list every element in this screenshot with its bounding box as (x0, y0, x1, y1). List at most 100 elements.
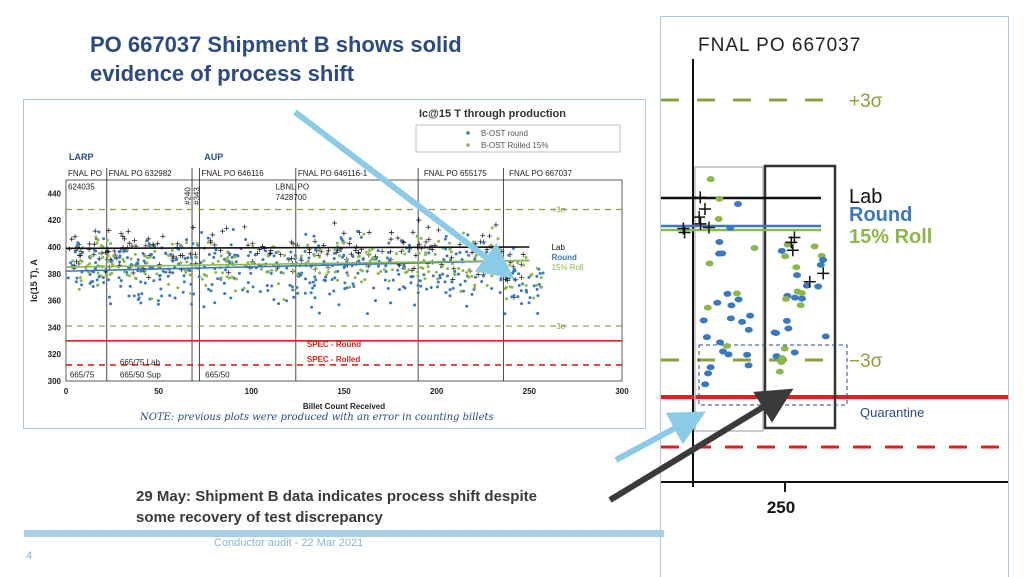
round-point (357, 259, 361, 263)
lab-point (178, 253, 184, 259)
rolled-point (188, 273, 192, 277)
rolled-point (510, 285, 514, 289)
round-point (246, 290, 250, 294)
zoom-point (798, 295, 807, 302)
zoom-point (810, 243, 819, 250)
round-point (73, 250, 77, 254)
round-point (401, 285, 405, 289)
round-point (517, 283, 521, 287)
lab-point (245, 242, 251, 248)
production-chart-panel: Ic@15 T through production B-OST round B-O… (23, 99, 646, 429)
rolled-point (282, 297, 286, 301)
round-point (209, 289, 213, 293)
round-point (222, 257, 226, 261)
zoom-point (706, 176, 715, 183)
sub-label-1: LBNL PO (276, 182, 310, 191)
round-point (528, 296, 532, 300)
rolled-point (482, 267, 486, 271)
round-point (376, 249, 380, 253)
zoom-point (724, 351, 733, 358)
rolled-point (534, 283, 538, 287)
rolled-point (230, 260, 234, 264)
round-point (77, 242, 81, 246)
zoom-point (784, 325, 793, 332)
rolled-point (473, 286, 477, 290)
lab-point (209, 232, 215, 238)
lab-point (160, 233, 166, 239)
zoom-point (821, 333, 830, 340)
round-point (70, 263, 74, 267)
program-label-1: AUP (204, 152, 223, 162)
bottom-label-2: 665/50 Sup (120, 370, 161, 379)
zoom-lab-point (694, 191, 707, 204)
rolled-point (401, 249, 405, 253)
round-point (396, 268, 400, 272)
rolled-point (276, 250, 280, 254)
rolled-point (121, 257, 125, 261)
round-point (389, 301, 393, 305)
rolled-point (465, 271, 469, 275)
rolled-point (376, 272, 380, 276)
rolled-point (335, 241, 339, 245)
x-tick-1: 50 (154, 387, 163, 396)
zoom-lab-point (702, 221, 715, 234)
round-point (351, 282, 355, 286)
rolled-point (353, 276, 357, 280)
round-point (97, 257, 101, 261)
sub-label-0: 624035 (68, 182, 95, 191)
round-point (261, 258, 265, 262)
round-point (119, 284, 123, 288)
rolled-point (193, 255, 197, 259)
round-point (462, 289, 466, 293)
lab-point (106, 227, 112, 233)
round-point (303, 249, 307, 253)
zoom-point (723, 290, 732, 297)
round-point (164, 270, 168, 274)
rolled-point (342, 241, 346, 245)
zoom-point (718, 250, 727, 257)
round-point (438, 276, 442, 280)
round-point (416, 291, 420, 295)
rolled-point (495, 267, 499, 271)
round-point (463, 279, 467, 283)
round-point (453, 269, 457, 273)
zoom-point (744, 362, 753, 369)
rolled-point (219, 276, 223, 280)
round-point (186, 256, 190, 260)
round-point (333, 276, 337, 280)
rolled-point (448, 241, 452, 245)
bottom-label-3: 665/50 (205, 370, 230, 379)
round-point (107, 295, 111, 299)
rolled-point (516, 261, 520, 265)
rolled-point (423, 277, 427, 281)
rolled-point (94, 235, 98, 239)
rolled-point (233, 255, 237, 259)
round-point (411, 274, 415, 278)
rolled-point (437, 239, 441, 243)
round-point (109, 302, 113, 306)
rolled-point (235, 277, 239, 281)
rolled-point (314, 266, 318, 270)
rolled-point (294, 256, 298, 260)
rolled-point (498, 247, 502, 251)
lab-point (207, 238, 213, 244)
rolled-point (96, 283, 100, 287)
lab-point (278, 252, 284, 258)
rolled-point (360, 280, 364, 284)
rolled-point (129, 257, 133, 261)
zoom-point (716, 339, 725, 346)
zoom-lab-point (694, 217, 707, 230)
rolled-point (313, 254, 317, 258)
rolled-point (417, 251, 421, 255)
round-point (313, 284, 317, 288)
rolled-point (108, 272, 112, 276)
round-point (94, 261, 98, 265)
lab-point (423, 239, 429, 245)
rolled-point (459, 289, 463, 293)
y-tick-0: 300 (48, 377, 62, 386)
po-label-1: FNAL PO 632982 (109, 169, 172, 178)
rolled-point (78, 276, 82, 280)
zoom-point (744, 326, 753, 333)
rolled-point (144, 254, 148, 258)
round-point (436, 280, 440, 284)
